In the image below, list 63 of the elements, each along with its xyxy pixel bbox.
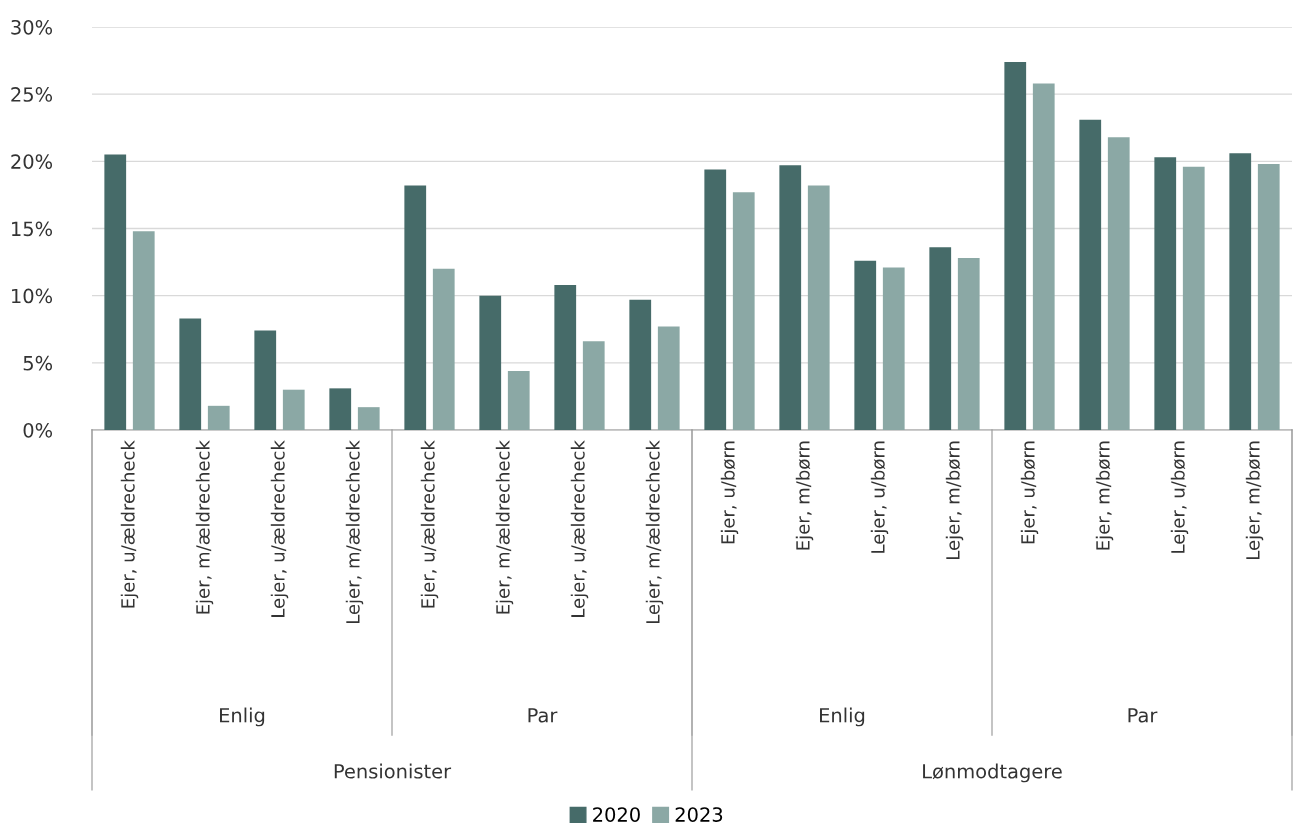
bar [329, 388, 352, 430]
y-tick-label: 25% [11, 87, 53, 102]
legend-label: 2020 [593, 807, 640, 822]
y-tick-label: 10% [12, 288, 53, 304]
bar [1182, 166, 1205, 430]
x-tick-label: Lejer, m/ældrecheck [345, 440, 364, 624]
bar [432, 268, 455, 430]
bar [404, 185, 427, 430]
bar [882, 267, 905, 430]
x-tick-label: Ejer, u/ældrecheck [120, 440, 139, 608]
bar [357, 407, 380, 430]
x-tick-label: Ejer, u/børn [1020, 441, 1039, 544]
x-tick-label: Lejer, m/børn [945, 441, 964, 559]
bar [179, 318, 202, 430]
text: Pensionister [334, 763, 452, 779]
x-tick-label: Ejer, m/ældrecheck [195, 440, 214, 614]
bar [479, 295, 502, 430]
x-tick-label: Ejer, m/børn [1095, 441, 1114, 550]
y-tick-label: 20% [11, 154, 53, 169]
x-tick-label: Lejer, m/ældrecheck [645, 440, 664, 624]
bar [779, 165, 802, 430]
bar [957, 258, 980, 430]
text: Par [528, 708, 558, 723]
bar [1107, 137, 1130, 430]
bar [1079, 119, 1102, 430]
bar [207, 405, 230, 430]
bar [554, 284, 577, 430]
bar [104, 154, 127, 430]
x-tick-label: Lejer, u/børn [1170, 441, 1189, 553]
bar [854, 260, 877, 430]
x-tick-label: Ejer, m/børn [795, 441, 814, 550]
bar [1257, 164, 1280, 430]
text: Par [1128, 708, 1158, 723]
x-tick-label: Ejer, m/ældrecheck [495, 440, 514, 614]
text: Enlig [220, 707, 265, 727]
x-tick-label: Lejer, u/ældrecheck [270, 440, 289, 617]
bar [1032, 83, 1055, 430]
y-tick-label: 5% [23, 355, 53, 371]
bar [507, 370, 530, 430]
bar [629, 299, 652, 430]
x-tick-label: Lejer, u/ældrecheck [570, 440, 589, 617]
text: Enlig [820, 707, 865, 727]
legend-label: 2023 [675, 807, 723, 822]
bar [1229, 153, 1252, 430]
bar [254, 330, 277, 430]
x-tick-label: Lejer, m/børn [1245, 441, 1264, 559]
x-tick-label: Ejer, u/ældrecheck [420, 440, 439, 608]
bar [582, 341, 605, 430]
bar [807, 185, 830, 430]
x-tick-label: Ejer, u/børn [720, 441, 739, 544]
y-tick-label: 30% [11, 19, 53, 35]
bar [1154, 157, 1177, 430]
bar [282, 389, 305, 430]
bar [929, 247, 952, 430]
y-tick-label: 0% [23, 422, 53, 438]
bar [132, 231, 155, 430]
bar [1004, 61, 1027, 430]
bar [732, 192, 755, 430]
text: Lønmodtagere [923, 763, 1062, 783]
bar [657, 326, 680, 430]
y-tick-label: 15% [12, 221, 53, 237]
bar [704, 169, 727, 430]
x-tick-label: Lejer, u/børn [870, 441, 889, 553]
